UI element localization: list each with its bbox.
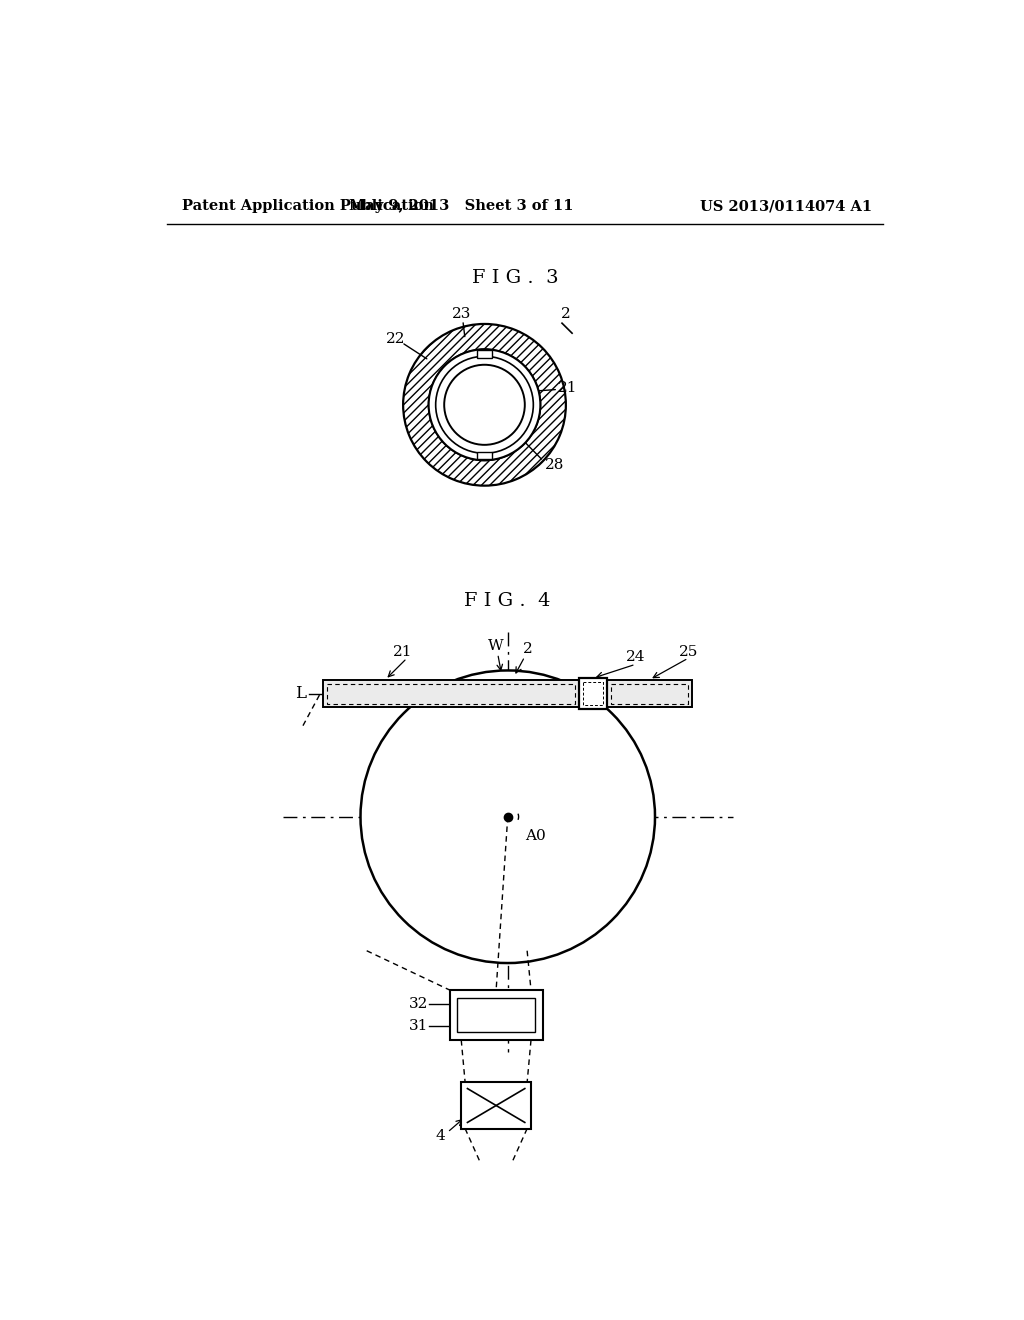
Bar (607, 680, 692, 708)
Text: May 9, 2013   Sheet 3 of 11: May 9, 2013 Sheet 3 of 11 (349, 199, 573, 213)
Text: 21: 21 (393, 645, 413, 659)
Text: F I G .  4: F I G . 4 (465, 593, 551, 610)
Circle shape (429, 350, 541, 461)
Text: 2: 2 (561, 308, 570, 321)
Bar (477, 451, 493, 459)
Circle shape (360, 671, 655, 964)
Text: 25: 25 (679, 645, 698, 659)
Text: F I G .  3: F I G . 3 (472, 269, 559, 286)
Bar (450, 990, 543, 1040)
Text: W: W (488, 639, 504, 653)
Text: 2: 2 (523, 642, 534, 656)
Bar (579, 678, 607, 709)
Bar (461, 1082, 531, 1129)
Circle shape (435, 356, 534, 453)
Bar (583, 682, 603, 705)
Bar (458, 998, 535, 1032)
Bar (477, 350, 493, 358)
Bar (324, 680, 579, 708)
Text: 32: 32 (409, 997, 428, 1011)
Text: L: L (295, 685, 305, 702)
Text: 22: 22 (386, 333, 406, 346)
Circle shape (444, 364, 524, 445)
Bar (611, 684, 688, 704)
Text: 21: 21 (558, 381, 578, 395)
Text: 4: 4 (436, 1130, 445, 1143)
Text: 28: 28 (545, 458, 564, 471)
Text: A0: A0 (524, 829, 546, 843)
Text: US 2013/0114074 A1: US 2013/0114074 A1 (699, 199, 872, 213)
Bar (328, 684, 575, 704)
Text: 23: 23 (452, 308, 471, 321)
Text: 24: 24 (626, 649, 645, 664)
Text: Patent Application Publication: Patent Application Publication (182, 199, 434, 213)
Text: 31: 31 (409, 1019, 428, 1032)
